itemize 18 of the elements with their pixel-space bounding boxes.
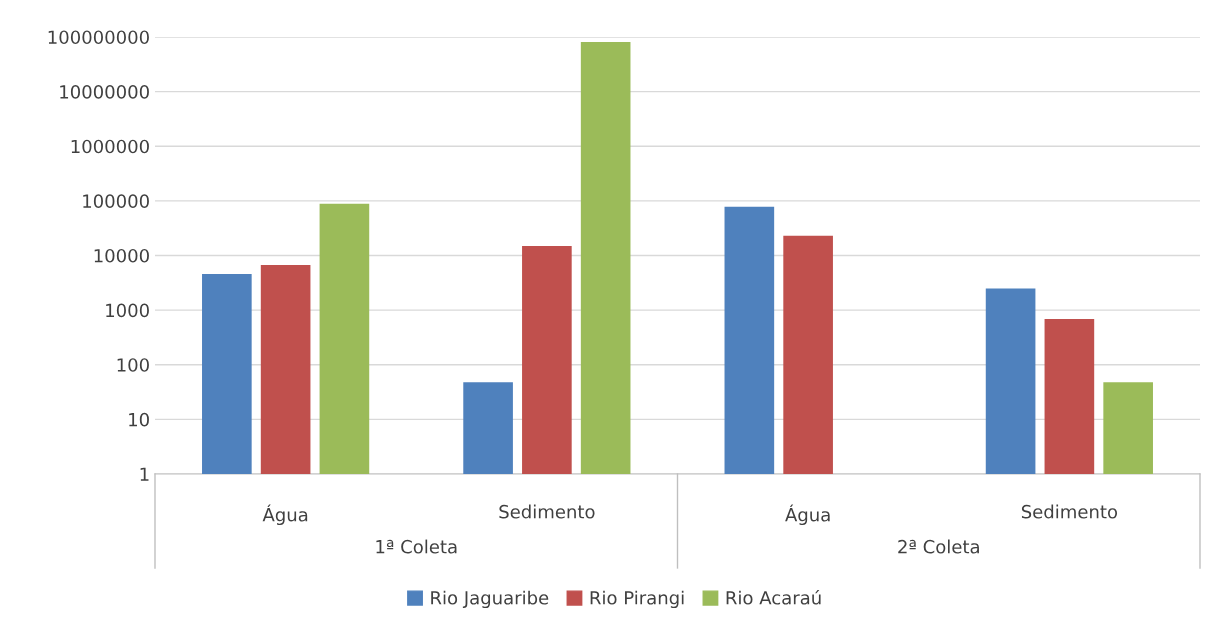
y-tick-label: 10000 xyxy=(94,248,149,263)
y-tick-label: 10000000 xyxy=(60,85,149,99)
x-tick-label: Água xyxy=(785,504,830,526)
x-tick-label: Sedimento xyxy=(499,504,595,519)
text: 2ª Coleta xyxy=(898,539,979,554)
y-tick-label: 100000000 xyxy=(48,30,149,45)
x-tick-label: Água xyxy=(262,504,308,526)
y-tick-label: 1000 xyxy=(106,303,149,318)
y-tick-label: 10 xyxy=(129,412,149,427)
legend-label: Rio Jaguaribe xyxy=(431,590,549,609)
legend-label: Rio Acaraú xyxy=(726,589,821,605)
x-tick-label: Sedimento xyxy=(1021,504,1118,519)
legend-label: Rio Pirangi xyxy=(590,590,684,609)
y-tick-label: 100 xyxy=(117,358,149,372)
y-tick-label: 1000000 xyxy=(71,139,149,154)
text: 1ª Coleta xyxy=(376,539,457,554)
y-tick-label: 100000 xyxy=(83,194,149,208)
y-tick-label: 1 xyxy=(140,467,149,481)
